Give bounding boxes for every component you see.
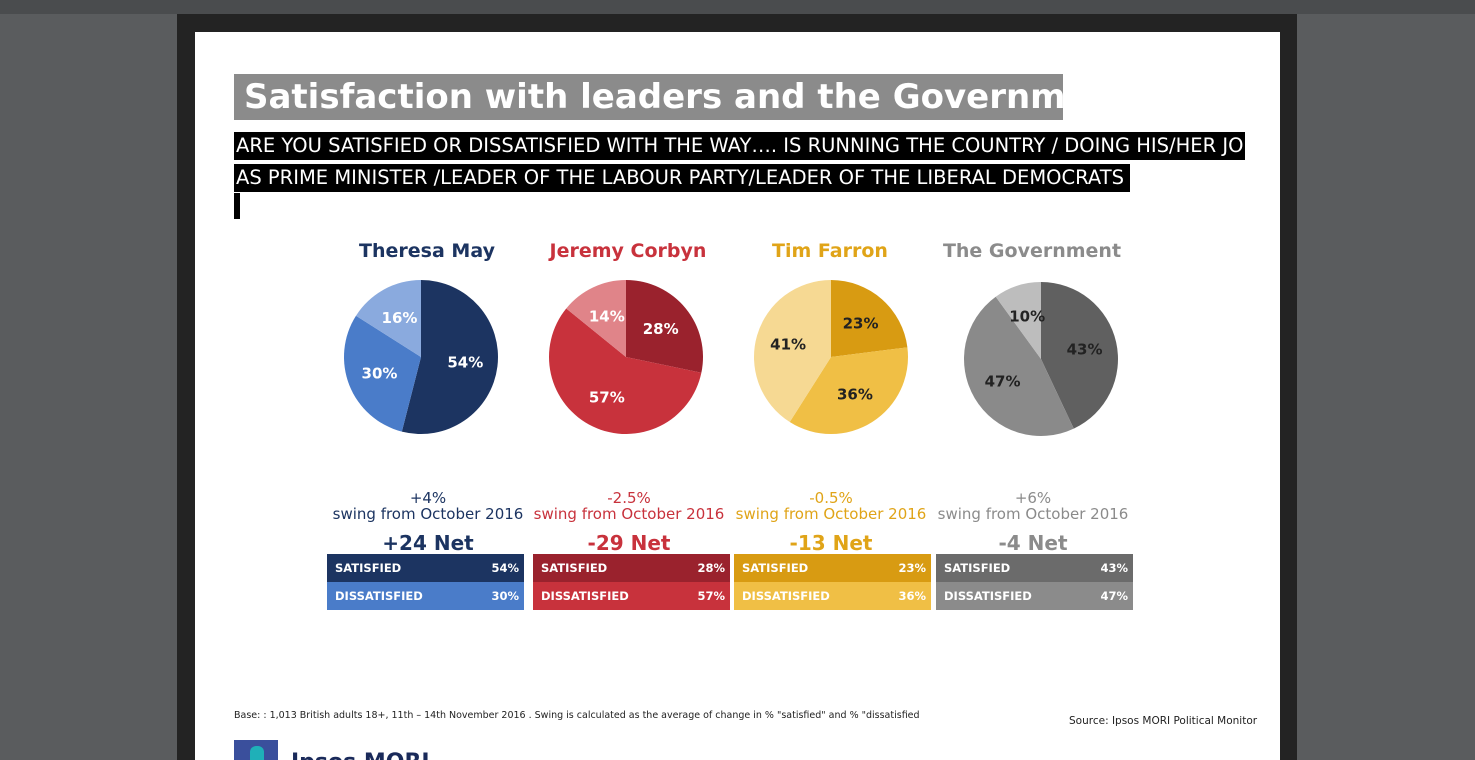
slide-page: Satisfaction with leaders and the Govern… bbox=[195, 32, 1280, 760]
pie-slice-dissatisfied bbox=[344, 315, 421, 432]
satisfied-row: SATISFIED 54% bbox=[327, 554, 524, 582]
pie-data-label: 16% bbox=[382, 309, 418, 327]
pie-slice-dissatisfied bbox=[549, 308, 702, 434]
text-cursor bbox=[234, 193, 240, 219]
swing-text: swing from October 2016 bbox=[533, 505, 725, 523]
pie-data-label: 14% bbox=[589, 308, 625, 326]
swing-value: +6% bbox=[1014, 489, 1052, 507]
swing-corbyn: -2.5% swing from October 2016 bbox=[509, 490, 749, 522]
viewer-top-strip bbox=[0, 0, 1475, 14]
row-value: 43% bbox=[1100, 561, 1128, 575]
row-label: DISSATISFIED bbox=[541, 589, 629, 603]
table-may: SATISFIED 54% DISSATISFIED 30% bbox=[327, 554, 524, 610]
pie-data-label: 23% bbox=[843, 315, 879, 333]
pie-slice-don-t-know bbox=[754, 280, 831, 423]
row-label: DISSATISFIED bbox=[944, 589, 1032, 603]
row-value: 47% bbox=[1100, 589, 1128, 603]
pie-data-label: 30% bbox=[362, 364, 398, 382]
satisfied-row: SATISFIED 43% bbox=[936, 554, 1133, 582]
row-value: 36% bbox=[898, 589, 926, 603]
pie-data-label: 54% bbox=[447, 354, 483, 372]
row-label: SATISFIED bbox=[742, 561, 809, 575]
satisfied-row: SATISFIED 23% bbox=[734, 554, 931, 582]
swing-text: swing from October 2016 bbox=[735, 505, 927, 523]
pie-charts: 54% 30% 16% 28% 57% 14% 23% 36% 41% 43% 47% 10% bbox=[344, 280, 1118, 436]
ipsos-logo-icon bbox=[234, 740, 278, 760]
pie-slice-dissatisfied bbox=[789, 347, 908, 434]
pie-slice-satisfied bbox=[831, 280, 908, 357]
pie-data-label: 47% bbox=[985, 373, 1021, 391]
net-farron: -13 Net bbox=[789, 531, 873, 555]
dissatisfied-row: DISSATISFIED 36% bbox=[734, 582, 931, 610]
source-note: Source: Ipsos MORI Political Monitor bbox=[1069, 715, 1258, 727]
table-government: SATISFIED 43% DISSATISFIED 47% bbox=[936, 554, 1133, 610]
net-may: +24 Net bbox=[382, 531, 474, 555]
logo-text: Ipsos MORI bbox=[291, 750, 430, 760]
row-label: SATISFIED bbox=[335, 561, 402, 575]
pie-slice-don-t-know bbox=[566, 280, 626, 357]
pie-slice-don-t-know bbox=[995, 282, 1041, 359]
row-value: 23% bbox=[898, 561, 926, 575]
dissatisfied-row: DISSATISFIED 57% bbox=[533, 582, 730, 610]
row-value: 28% bbox=[697, 561, 725, 575]
swing-may: +4% swing from October 2016 bbox=[308, 490, 548, 522]
pie-data-label: 57% bbox=[589, 388, 625, 406]
pie-slice-satisfied bbox=[626, 280, 703, 373]
row-value: 30% bbox=[491, 589, 519, 603]
row-label: SATISFIED bbox=[944, 561, 1011, 575]
pie-data-label: 43% bbox=[1067, 340, 1103, 358]
pie-data-label: 36% bbox=[837, 386, 873, 404]
leader-name-farron: Tim Farron bbox=[772, 240, 888, 262]
row-value: 57% bbox=[697, 589, 725, 603]
swing-value: -0.5% bbox=[809, 489, 853, 507]
dissatisfied-row: DISSATISFIED 47% bbox=[936, 582, 1133, 610]
base-footnote: Base: : 1,013 British adults 18+, 11th –… bbox=[234, 710, 920, 721]
row-label: SATISFIED bbox=[541, 561, 608, 575]
satisfied-row: SATISFIED 28% bbox=[533, 554, 730, 582]
swing-value: +4% bbox=[409, 489, 447, 507]
net-corbyn: -29 Net bbox=[587, 531, 671, 555]
pie-data-label: 41% bbox=[770, 336, 806, 354]
pie-data-label: 10% bbox=[1009, 308, 1045, 326]
question-line-2: AS PRIME MINISTER /LEADER OF THE LABOUR … bbox=[234, 164, 1141, 192]
pie-data-label: 28% bbox=[643, 320, 679, 338]
leader-name-corbyn: Jeremy Corbyn bbox=[549, 240, 707, 262]
question-line-1: ARE YOU SATISFIED OR DISSATISFIED WITH T… bbox=[234, 132, 1257, 160]
table-corbyn: SATISFIED 28% DISSATISFIED 57% bbox=[533, 554, 730, 610]
pie-slice-satisfied bbox=[1041, 282, 1118, 429]
pie-slice-dissatisfied bbox=[964, 296, 1074, 436]
swing-text: swing from October 2016 bbox=[332, 505, 524, 523]
swing-government: +6% swing from October 2016 bbox=[913, 490, 1153, 522]
page-title: Satisfaction with leaders and the Govern… bbox=[234, 74, 1129, 120]
swing-value: -2.5% bbox=[607, 489, 651, 507]
row-label: DISSATISFIED bbox=[335, 589, 423, 603]
row-value: 54% bbox=[491, 561, 519, 575]
swing-text: swing from October 2016 bbox=[937, 505, 1129, 523]
table-farron: SATISFIED 23% DISSATISFIED 36% bbox=[734, 554, 931, 610]
leader-name-may: Theresa May bbox=[359, 240, 495, 262]
dissatisfied-row: DISSATISFIED 30% bbox=[327, 582, 524, 610]
pie-slice-satisfied bbox=[401, 280, 498, 434]
leader-name-government: The Government bbox=[942, 240, 1122, 262]
pie-slice-don-t-know bbox=[355, 280, 421, 357]
net-government: -4 Net bbox=[998, 531, 1068, 555]
swing-farron: -0.5% swing from October 2016 bbox=[711, 490, 951, 522]
row-label: DISSATISFIED bbox=[742, 589, 830, 603]
